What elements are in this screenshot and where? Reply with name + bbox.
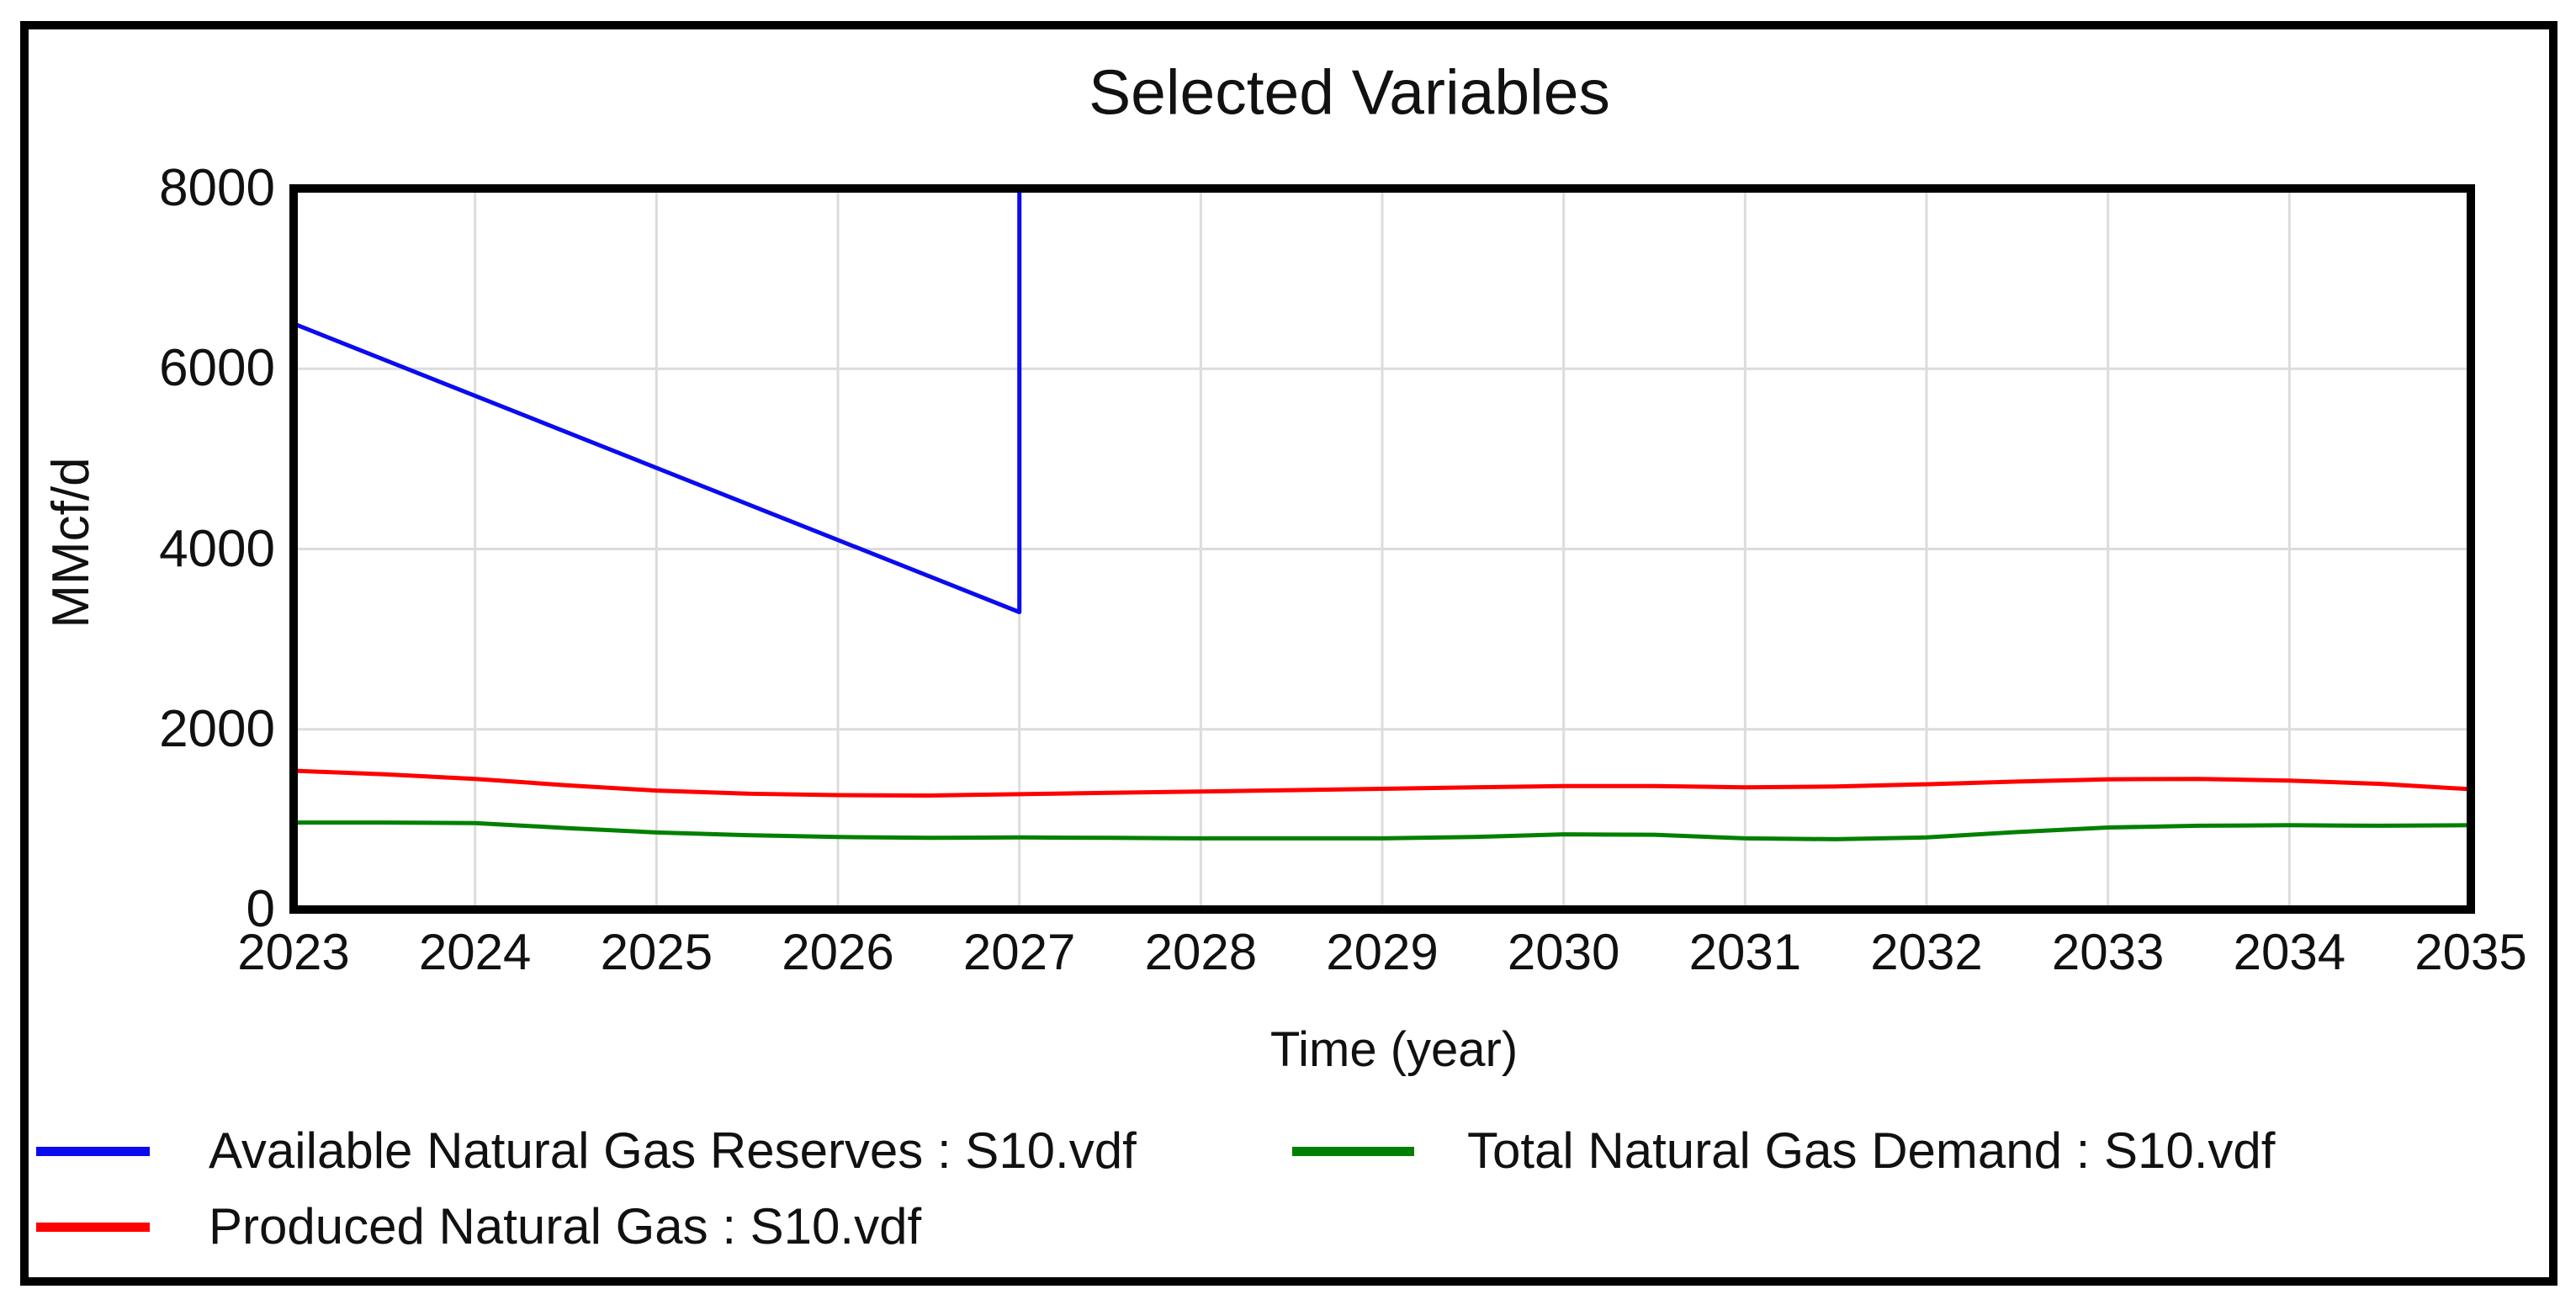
legend-item: Produced Natural Gas : S10.vdf	[36, 1201, 921, 1253]
x-axis-tick-label: 2035	[2414, 924, 2527, 980]
y-axis-tick-label: 8000	[159, 159, 275, 217]
y-axis-title: MMcf/d	[42, 457, 100, 629]
x-axis-tick-label: 2025	[600, 924, 713, 980]
series-line-2	[294, 820, 2472, 841]
x-axis-tick-label: 2027	[962, 924, 1076, 980]
legend-item: Available Natural Gas Reserves : S10.vdf	[36, 1125, 1137, 1177]
legend-label: Total Natural Gas Demand : S10.vdf	[1467, 1122, 2276, 1179]
x-axis-tick-label: 2033	[2051, 924, 2165, 980]
legend-swatch-green	[1292, 1146, 1414, 1156]
x-axis-title: Time (year)	[1269, 1022, 1519, 1077]
legend-swatch-blue	[36, 1146, 150, 1156]
x-axis-tick-label: 2029	[1326, 924, 1439, 980]
plot-border	[289, 184, 2475, 914]
series-line-1	[293, 768, 2472, 798]
x-axis-tick-label: 2024	[418, 924, 532, 980]
legend-item: Total Natural Gas Demand : S10.vdf	[1292, 1125, 2275, 1177]
x-axis-tick-label: 2026	[782, 924, 894, 980]
x-axis-tick-label: 2031	[1688, 924, 1802, 980]
y-axis-tick-label: 6000	[159, 339, 275, 398]
legend-label: Produced Natural Gas : S10.vdf	[209, 1198, 922, 1255]
chart-title: Selected Variables	[1089, 56, 1610, 128]
x-axis-tick-label: 2034	[2233, 924, 2346, 980]
y-axis-tick-label: 0	[246, 880, 275, 938]
y-axis-tick-label: 4000	[159, 519, 275, 578]
legend-label: Available Natural Gas Reserves : S10.vdf	[209, 1122, 1137, 1179]
x-axis-tick-label: 2023	[237, 924, 350, 980]
x-axis-tick-label: 2032	[1870, 924, 1983, 980]
legend-swatch-red	[36, 1222, 150, 1232]
x-axis-tick-label: 2028	[1144, 924, 1258, 980]
figure-border	[20, 21, 2557, 1286]
y-axis-tick-label: 2000	[159, 699, 275, 758]
x-axis-tick-label: 2030	[1507, 924, 1620, 980]
series-line-0	[293, 188, 1022, 614]
